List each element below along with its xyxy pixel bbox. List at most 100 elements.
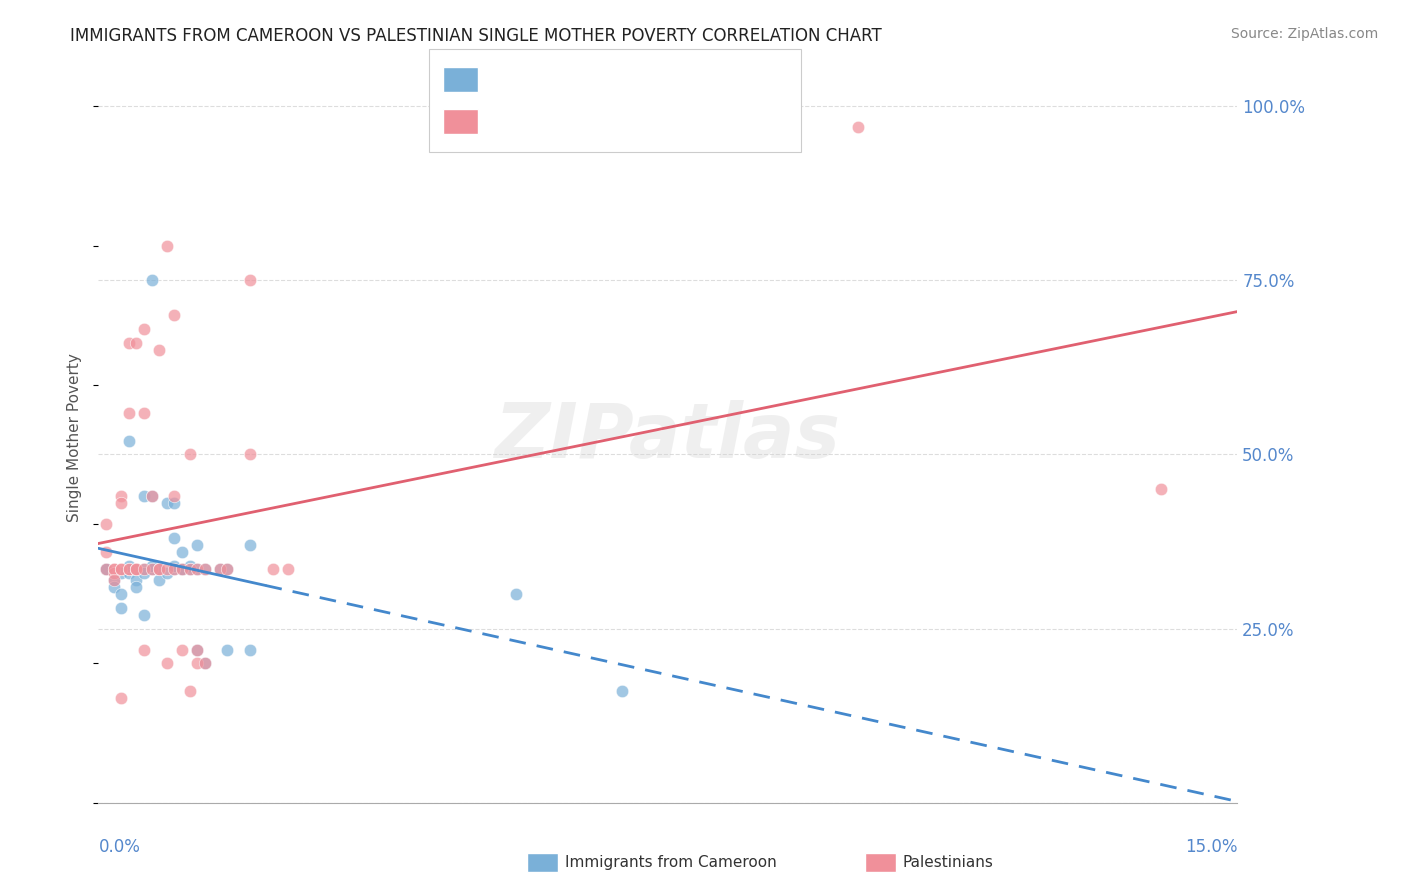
Point (186, 657, 208, 671)
Text: Immigrants from Cameroon: Immigrants from Cameroon (565, 855, 778, 870)
Point (148, 343, 170, 357)
Text: -0.126: -0.126 (524, 69, 583, 87)
Point (118, 558, 141, 573)
Point (194, 657, 217, 671)
Point (148, 562, 170, 576)
Point (118, 562, 141, 576)
Point (163, 531, 186, 545)
Point (239, 642, 262, 657)
Point (170, 562, 193, 576)
Point (110, 562, 132, 576)
Point (141, 489, 163, 503)
Point (141, 558, 163, 573)
Point (194, 562, 217, 576)
Point (186, 562, 208, 576)
Point (156, 238, 179, 252)
Point (110, 691, 132, 706)
Point (118, 566, 141, 580)
Text: 48: 48 (633, 69, 655, 87)
Text: 53: 53 (633, 110, 655, 128)
Point (110, 562, 132, 576)
Text: N =: N = (595, 69, 631, 87)
Point (179, 448, 201, 462)
Point (179, 684, 201, 698)
Point (125, 573, 148, 587)
Point (148, 573, 170, 587)
Text: 15.0%: 15.0% (1185, 838, 1237, 855)
Point (94, 562, 117, 576)
Point (125, 562, 148, 576)
Point (132, 562, 155, 576)
Point (217, 562, 239, 576)
Point (110, 496, 132, 510)
Point (170, 642, 193, 657)
Point (94, 562, 117, 576)
Point (110, 587, 132, 601)
Point (103, 562, 125, 576)
Point (163, 308, 186, 322)
Point (125, 562, 148, 576)
Point (170, 562, 193, 576)
Point (118, 336, 141, 351)
Point (505, 587, 527, 601)
Point (132, 562, 155, 576)
Point (194, 657, 217, 671)
Point (163, 562, 186, 576)
Point (118, 562, 141, 576)
Point (179, 562, 201, 576)
Point (125, 336, 148, 351)
Point (163, 489, 186, 503)
Text: R =: R = (488, 110, 524, 128)
Point (103, 573, 125, 587)
Point (846, 120, 869, 134)
Point (118, 434, 141, 448)
Point (186, 562, 208, 576)
Text: IMMIGRANTS FROM CAMEROON VS PALESTINIAN SINGLE MOTHER POVERTY CORRELATION CHART: IMMIGRANTS FROM CAMEROON VS PALESTINIAN … (70, 27, 882, 45)
Point (103, 566, 125, 580)
Point (170, 562, 193, 576)
Text: N =: N = (595, 110, 631, 128)
Point (208, 562, 231, 576)
Text: R =: R = (488, 69, 524, 87)
Point (163, 558, 186, 573)
Point (186, 642, 208, 657)
Point (103, 562, 125, 576)
Point (132, 607, 155, 622)
Point (156, 562, 179, 576)
Point (262, 562, 284, 576)
Text: Palestinians: Palestinians (903, 855, 994, 870)
Point (132, 642, 155, 657)
Point (208, 562, 231, 576)
Point (132, 322, 155, 336)
Point (217, 642, 239, 657)
Point (110, 600, 132, 615)
Point (156, 657, 179, 671)
Point (103, 573, 125, 587)
Text: 0.0%: 0.0% (98, 838, 141, 855)
Point (94, 545, 117, 559)
Point (179, 558, 201, 573)
Point (156, 566, 179, 580)
Point (239, 448, 262, 462)
Point (217, 562, 239, 576)
Point (141, 562, 163, 576)
Point (103, 580, 125, 594)
Point (239, 273, 262, 287)
Point (118, 562, 141, 576)
Point (148, 562, 170, 576)
Point (148, 562, 170, 576)
Point (132, 489, 155, 503)
Point (110, 489, 132, 503)
Point (141, 489, 163, 503)
Text: ZIPatlas: ZIPatlas (495, 401, 841, 474)
Point (118, 406, 141, 420)
Point (277, 562, 299, 576)
Point (125, 562, 148, 576)
Text: 0.227: 0.227 (524, 110, 583, 128)
Point (141, 273, 163, 287)
Point (1150, 483, 1173, 497)
Point (94, 517, 117, 532)
Point (132, 566, 155, 580)
Point (132, 406, 155, 420)
Point (194, 562, 217, 576)
